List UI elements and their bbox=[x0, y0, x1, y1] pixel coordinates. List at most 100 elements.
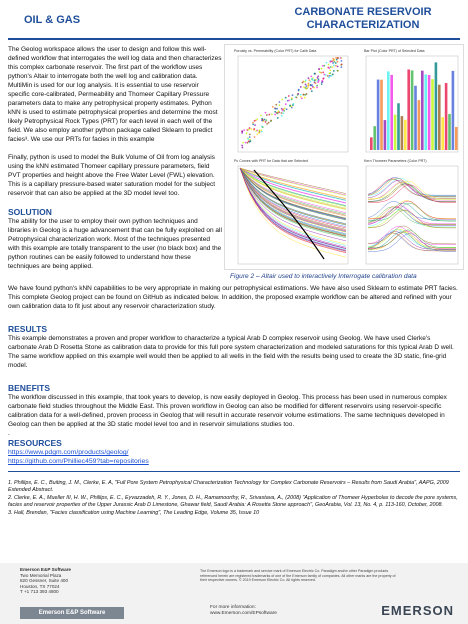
figure-decoration bbox=[248, 127, 251, 129]
figure-decoration bbox=[260, 130, 263, 133]
figure-decoration bbox=[312, 79, 315, 82]
reference: 3. Hall, Brendan, "Facies classification… bbox=[8, 509, 260, 516]
figure-decoration bbox=[277, 110, 280, 113]
figure-decoration bbox=[335, 58, 338, 61]
figure-decoration bbox=[302, 80, 305, 83]
figure-decoration bbox=[370, 137, 373, 150]
figure-decoration bbox=[239, 167, 347, 215]
figure-decoration bbox=[300, 97, 303, 100]
figure-decoration bbox=[248, 136, 251, 139]
figure-decoration bbox=[318, 71, 321, 73]
link-row: https://github.com/Philliec459?tab=repos… bbox=[8, 457, 460, 466]
figure-decoration bbox=[245, 132, 248, 135]
figure-decoration bbox=[274, 107, 277, 110]
figure-decoration bbox=[252, 128, 255, 131]
figure-decoration bbox=[239, 167, 347, 238]
figure-decoration bbox=[367, 180, 456, 199]
figure-decoration bbox=[367, 180, 456, 200]
figure-decoration bbox=[282, 112, 285, 115]
figure-decoration bbox=[239, 167, 347, 230]
address-line: Two Memorial Plaza bbox=[20, 572, 62, 578]
figure-decoration bbox=[367, 229, 456, 248]
figure-decoration bbox=[327, 63, 330, 66]
figure-decoration bbox=[239, 167, 347, 234]
figure-decoration bbox=[322, 77, 325, 80]
footer: Emerson E&P Software Two Memorial Plaza … bbox=[0, 563, 468, 624]
figure-decoration bbox=[283, 107, 286, 110]
figure-decoration bbox=[311, 77, 314, 80]
figure-decoration bbox=[367, 206, 456, 226]
reference: 2. Clerke, E. A., Mueller III, H. W., Ph… bbox=[8, 494, 458, 509]
figure-decoration bbox=[239, 167, 347, 210]
figure-decoration bbox=[320, 71, 323, 74]
figure-decoration bbox=[253, 120, 256, 122]
figure-decoration bbox=[295, 96, 298, 99]
link[interactable]: https://github.com/Philliec459?tab=repos… bbox=[8, 458, 149, 465]
figure-decoration bbox=[376, 79, 380, 150]
figure-decoration bbox=[239, 167, 347, 248]
figure-decoration bbox=[304, 93, 307, 96]
figure-decoration bbox=[332, 70, 335, 72]
figure-decoration bbox=[239, 167, 347, 252]
figure-decoration bbox=[329, 69, 332, 72]
figure-decoration bbox=[276, 107, 279, 110]
figure-decoration bbox=[250, 128, 253, 131]
figure-decoration bbox=[239, 167, 347, 226]
figure-decoration bbox=[239, 167, 347, 219]
figure-decoration bbox=[278, 104, 281, 107]
figure-decoration bbox=[448, 114, 451, 150]
more-info: For more information: www.Emerson.com/EP… bbox=[210, 605, 277, 617]
bar-label: Emerson E&P Software bbox=[20, 607, 124, 619]
figure-decoration bbox=[367, 209, 456, 229]
panel-frame bbox=[237, 165, 349, 265]
figure-decoration bbox=[253, 169, 325, 260]
figure-decoration bbox=[320, 67, 323, 70]
rule bbox=[8, 471, 460, 472]
figure-decoration bbox=[328, 72, 331, 75]
figure-decoration bbox=[367, 231, 456, 251]
url: www.Emerson.com/EPsoftware bbox=[210, 611, 277, 616]
paragraph: The Geolog workspace allows the user to … bbox=[8, 46, 222, 143]
figure-decoration bbox=[367, 203, 456, 222]
figure-decoration bbox=[336, 57, 339, 59]
figure-decoration bbox=[414, 85, 417, 150]
figure-decoration bbox=[397, 103, 400, 150]
link[interactable]: https://www.pdgm.com/products/geolog/ bbox=[8, 449, 129, 456]
panel-title: Bar Plot (Color PRT) of Selected Data bbox=[364, 49, 424, 53]
figure-decoration bbox=[316, 76, 319, 79]
figure-decoration bbox=[289, 104, 291, 107]
figure-decoration bbox=[291, 104, 294, 107]
figure-decoration bbox=[313, 72, 316, 75]
figure-decoration bbox=[455, 126, 458, 150]
figure-decoration bbox=[281, 98, 284, 101]
figure-decoration bbox=[424, 74, 427, 150]
figure-decoration bbox=[288, 99, 290, 102]
figure-decoration bbox=[284, 96, 287, 99]
figure-decoration bbox=[367, 225, 456, 245]
address-line: Houston, TX 77024 bbox=[20, 583, 60, 589]
figure-decoration bbox=[367, 182, 456, 201]
figure-decoration bbox=[321, 64, 324, 67]
figure-decoration bbox=[339, 57, 342, 59]
figure-decoration bbox=[309, 80, 312, 83]
paragraph: This example demonstrates a proven and p… bbox=[8, 335, 454, 369]
address-line: Emerson E&P Software bbox=[20, 567, 71, 572]
figure-decoration bbox=[300, 95, 302, 98]
figure-decoration bbox=[247, 140, 250, 143]
figure-decoration bbox=[242, 141, 244, 144]
figure-decoration bbox=[324, 74, 327, 76]
header-title: CARBONATE RESERVOIR CHARACTERIZATION bbox=[278, 6, 448, 32]
figure-decoration bbox=[313, 86, 315, 89]
figure-decoration bbox=[276, 112, 279, 115]
figure-decoration bbox=[239, 167, 347, 194]
figure-decoration bbox=[434, 62, 438, 150]
link-row: https://www.pdgm.com/products/geolog/ bbox=[8, 448, 460, 457]
figure-decoration bbox=[305, 87, 308, 90]
left-column: The Geolog workspace allows the user to … bbox=[8, 45, 222, 271]
header-rule bbox=[8, 38, 460, 40]
figure-decoration bbox=[246, 141, 249, 144]
figure-decoration bbox=[310, 75, 313, 78]
figure-decoration bbox=[305, 93, 308, 95]
figure-decoration bbox=[275, 103, 278, 106]
title-line: CARBONATE RESERVOIR bbox=[294, 6, 432, 18]
